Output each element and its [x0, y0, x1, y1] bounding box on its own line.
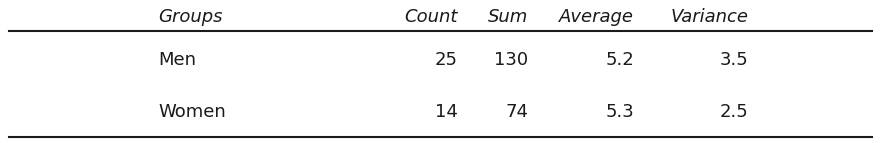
Text: 5.2: 5.2	[605, 51, 634, 69]
Text: Average: Average	[559, 8, 634, 26]
Text: Women: Women	[159, 103, 226, 121]
Text: 2.5: 2.5	[720, 103, 749, 121]
Text: 3.5: 3.5	[720, 51, 749, 69]
Text: Variance: Variance	[670, 8, 749, 26]
Text: 130: 130	[494, 51, 529, 69]
Text: Count: Count	[404, 8, 458, 26]
Text: Men: Men	[159, 51, 196, 69]
Text: 25: 25	[435, 51, 458, 69]
Text: 14: 14	[435, 103, 458, 121]
Text: 5.3: 5.3	[605, 103, 634, 121]
Text: Sum: Sum	[488, 8, 529, 26]
Text: 74: 74	[506, 103, 529, 121]
Text: Groups: Groups	[159, 8, 223, 26]
